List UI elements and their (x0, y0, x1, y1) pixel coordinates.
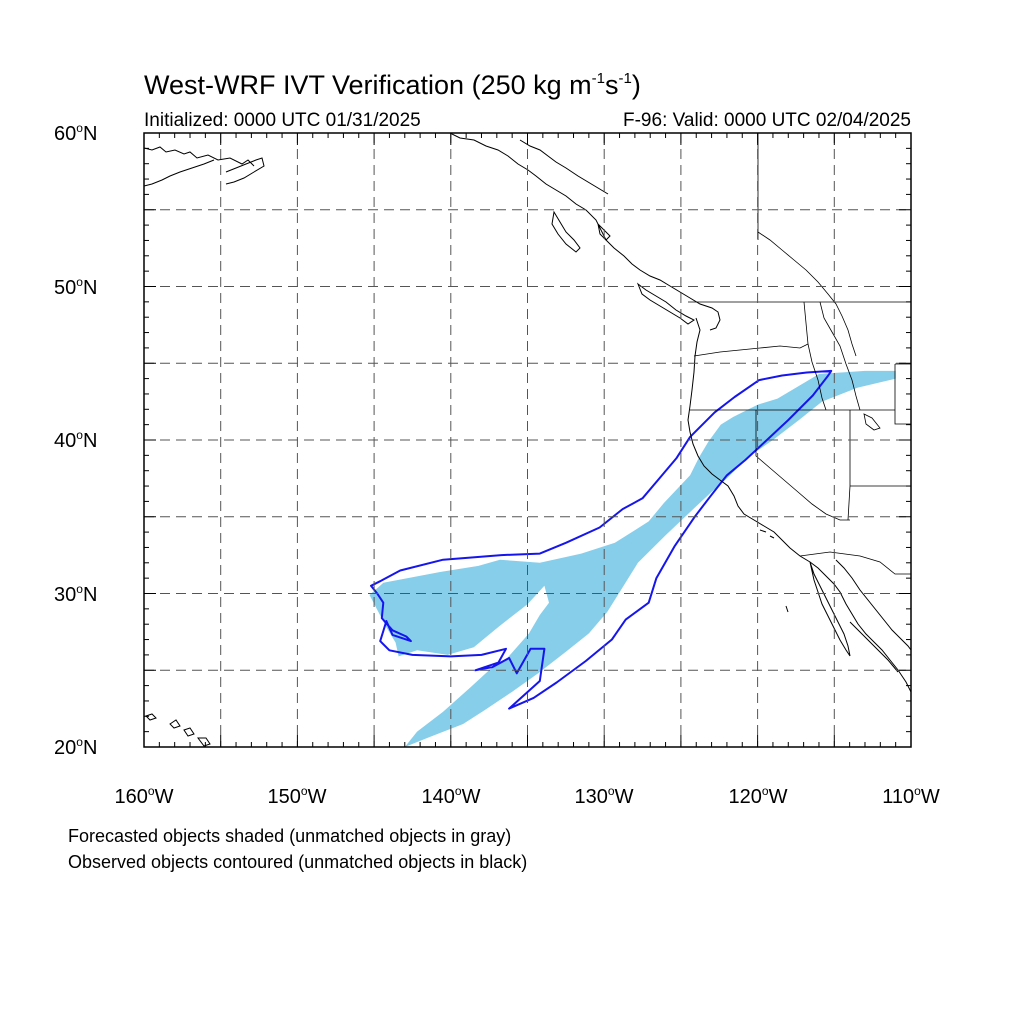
axis-ticks (143, 132, 912, 748)
forecast-ivt-object (369, 370, 896, 747)
initialized-time-label: Initialized: 0000 UTC 01/31/2025 (144, 110, 421, 131)
us-mexico-border (799, 551, 911, 575)
lat-label-50: 50oN (54, 275, 98, 299)
title-exponent-2: -1 (618, 70, 632, 87)
wyoming-border (894, 363, 911, 425)
lon-label-130w: 130oW (574, 784, 634, 808)
coastlines (144, 133, 911, 747)
british-columbia-coast (605, 239, 721, 331)
hawaii-islands (145, 713, 211, 747)
lon-label-120w: 120oW (728, 784, 788, 808)
title-end: ) (631, 70, 641, 100)
alaska-panhandle-coast (449, 133, 611, 253)
title-mid: s (604, 70, 619, 100)
title-main: West-WRF IVT Verification (250 kg m (144, 70, 592, 100)
arizona-border (847, 410, 911, 521)
title-exponent-1: -1 (591, 70, 605, 87)
lon-label-110w: 110oW (882, 784, 940, 808)
alaska-coast (144, 146, 265, 187)
map-title: West-WRF IVT Verification (250 kg m-1s-1… (144, 70, 641, 101)
lon-label-150w: 150oW (267, 784, 327, 808)
gulf-of-california-coast (835, 559, 911, 651)
idaho-border (807, 301, 861, 411)
oregon-washington-border (693, 301, 809, 357)
lat-label-30: 30oN (54, 582, 98, 606)
nevada-border (755, 410, 850, 521)
map-frame (143, 132, 912, 748)
channel-islands (759, 529, 789, 613)
salton-lake (863, 413, 881, 431)
lat-label-40: 40oN (54, 428, 98, 452)
forecast-legend-note: Forecasted objects shaded (unmatched obj… (68, 826, 512, 846)
lat-label-20: 20oN (54, 735, 98, 759)
lat-label-60: 60oN (54, 121, 98, 145)
lon-label-140w: 140oW (421, 784, 481, 808)
observed-legend-note: Observed objects contoured (unmatched ob… (68, 852, 528, 872)
graticule (144, 133, 911, 747)
observed-ivt-contour (370, 369, 833, 710)
lon-label-160w: 160oW (114, 784, 174, 808)
west-coast-us (687, 317, 911, 693)
valid-time-label: F-96: Valid: 0000 UTC 02/04/2025 (623, 110, 911, 131)
